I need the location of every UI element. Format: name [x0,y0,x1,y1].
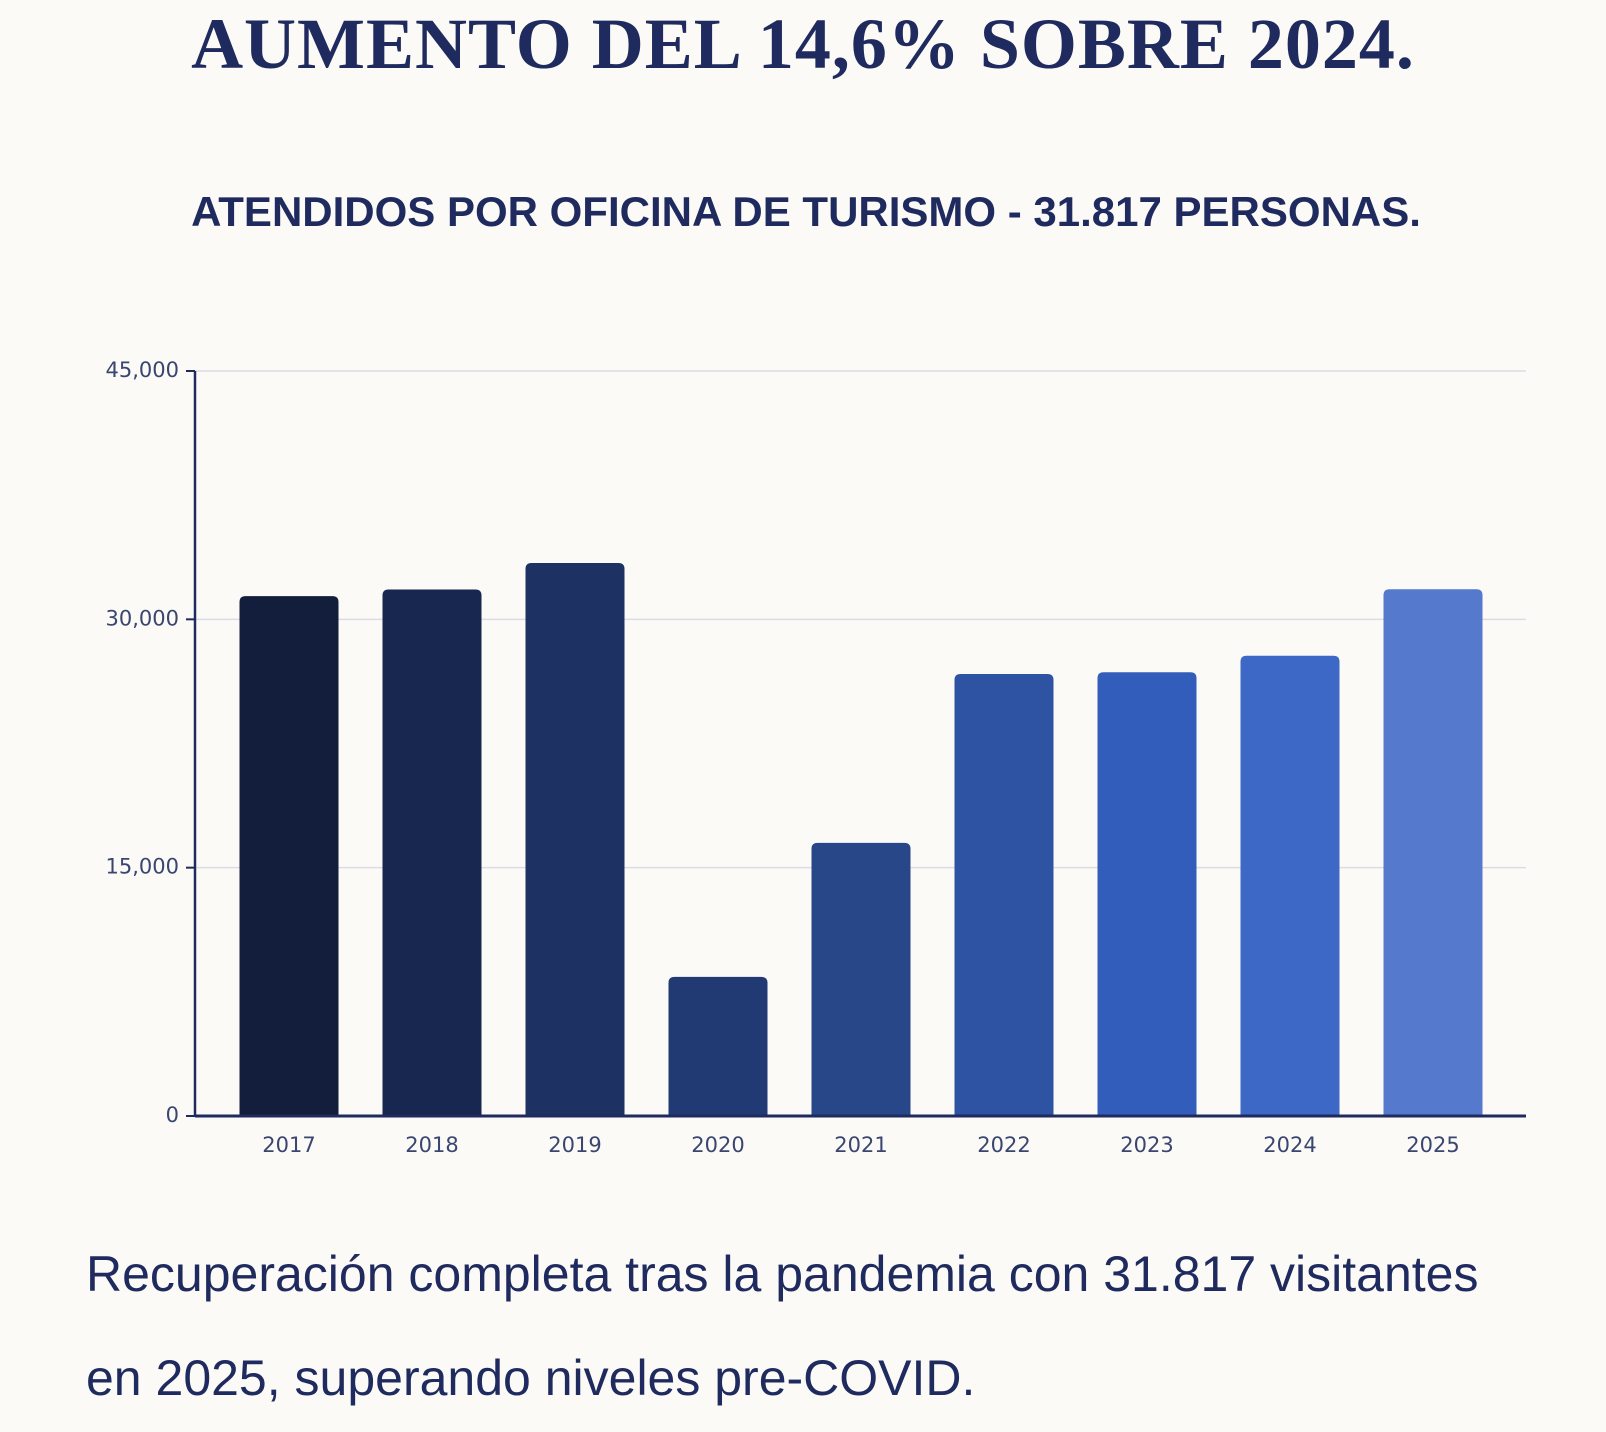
bar [239,596,339,1116]
x-tick-label: 2025 [1406,1133,1459,1157]
x-tick-label: 2017 [262,1133,315,1157]
bar [525,563,625,1116]
x-tick-label: 2020 [691,1133,744,1157]
y-tick-label: 45,000 [106,358,179,382]
y-tick-label: 0 [166,1103,179,1127]
x-tick-label: 2019 [548,1133,601,1157]
bar [811,842,911,1116]
y-tick-label: 15,000 [106,855,179,879]
y-tick-label: 30,000 [106,606,179,630]
caption: Recuperación completa tras la pandemia c… [86,1246,1479,1406]
bar [668,976,768,1116]
x-tick-label: 2024 [1263,1133,1316,1157]
chart-subtitle: ATENDIDOS POR OFICINA DE TURISMO - 31.81… [191,188,1421,235]
bar [954,673,1054,1116]
bar [1383,589,1483,1116]
bar [1097,672,1197,1116]
x-tick-label: 2022 [977,1133,1030,1157]
chart: AUMENTO DEL 14,6% SOBRE 2024. ATENDIDOS … [106,4,1526,1157]
x-tick-label: 2021 [834,1133,887,1157]
bar [1240,655,1340,1116]
chart-title: AUMENTO DEL 14,6% SOBRE 2024. [191,4,1415,84]
bar [382,589,482,1116]
x-tick-label: 2023 [1120,1133,1173,1157]
x-tick-label: 2018 [405,1133,458,1157]
